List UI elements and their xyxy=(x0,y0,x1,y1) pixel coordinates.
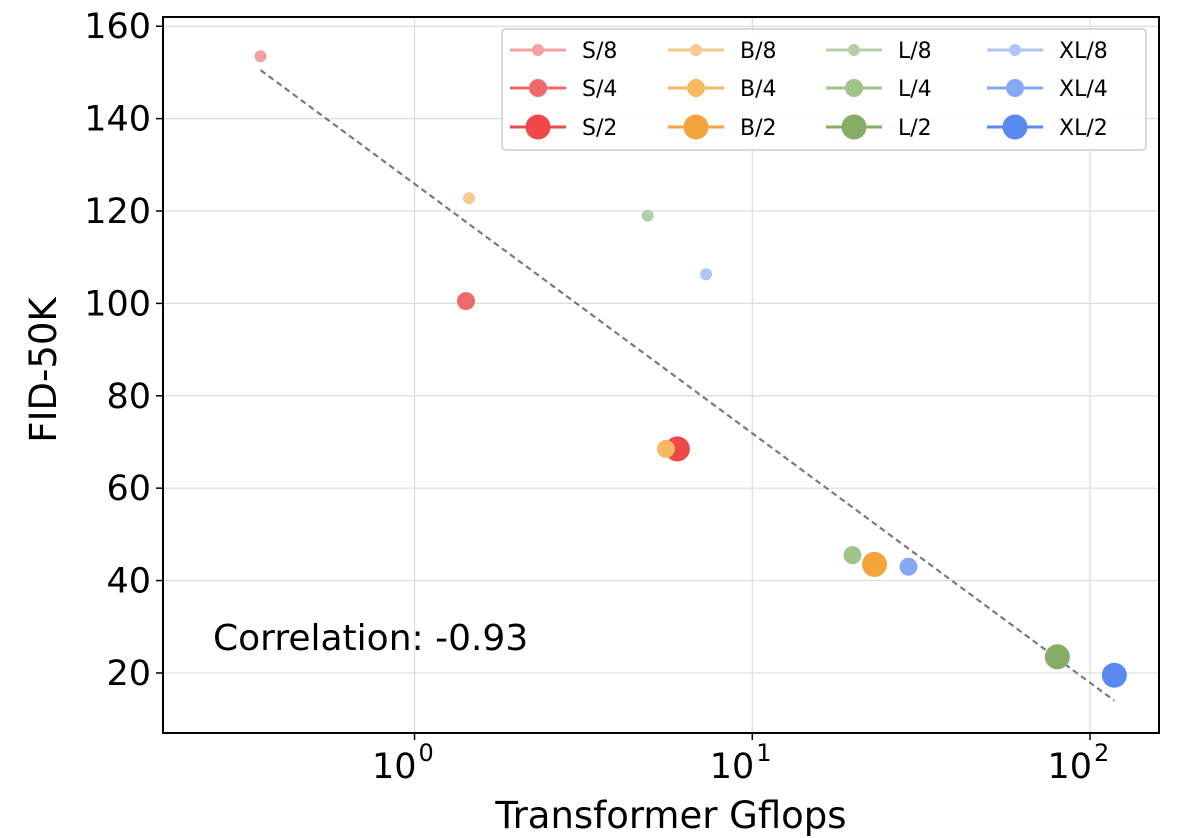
x-tick-base: 10 xyxy=(1048,747,1093,787)
legend-marker xyxy=(532,44,544,56)
y-tick-label: 80 xyxy=(106,377,151,417)
legend-item-s-2: S/2 xyxy=(510,114,617,141)
point-b-8 xyxy=(463,192,476,205)
legend-marker xyxy=(690,44,702,56)
legend-label: L/8 xyxy=(898,39,932,64)
legend-marker xyxy=(1009,44,1021,56)
legend-item-b-2: B/2 xyxy=(668,114,777,141)
x-axis-label: Transformer Gflops xyxy=(494,794,846,837)
y-tick-label: 160 xyxy=(84,7,151,47)
legend-label: S/4 xyxy=(582,77,617,102)
y-tick-label: 20 xyxy=(106,654,151,694)
trend-line xyxy=(259,69,1115,702)
legend-label: S/2 xyxy=(582,116,617,141)
point-xl-2 xyxy=(1101,662,1127,688)
x-tick-label: 10 0 xyxy=(372,739,434,787)
legend-label: B/8 xyxy=(740,39,777,64)
y-axis-label: FID-50K xyxy=(22,296,65,443)
x-tick-label: 10 2 xyxy=(1048,739,1110,787)
legend-item-xl-4: XL/4 xyxy=(987,77,1108,102)
legend-marker xyxy=(1006,79,1024,97)
legend-item-l-2: L/2 xyxy=(826,114,932,141)
legend-marker xyxy=(1002,114,1028,140)
y-tick-label: 140 xyxy=(84,100,151,140)
legend-label: XL/2 xyxy=(1059,116,1108,141)
x-tick-label: 10 1 xyxy=(710,739,772,787)
point-s-4 xyxy=(456,292,475,311)
y-tick-label: 120 xyxy=(84,192,151,232)
point-l-2 xyxy=(1044,644,1070,670)
point-b-4 xyxy=(656,439,675,458)
x-tick-exponent: 1 xyxy=(756,739,771,767)
legend-marker xyxy=(841,114,867,140)
legend-label: B/4 xyxy=(740,77,777,102)
legend-marker xyxy=(687,79,705,97)
legend-label: S/8 xyxy=(582,39,617,64)
legend-label: XL/8 xyxy=(1059,39,1108,64)
legend-item-s-8: S/8 xyxy=(510,39,617,64)
legend-box xyxy=(501,28,1147,151)
point-s-8 xyxy=(254,50,267,63)
legend-item-xl-2: XL/2 xyxy=(987,114,1108,141)
y-tick-label: 100 xyxy=(84,284,151,324)
legend-marker xyxy=(529,79,547,97)
legend-item-s-4: S/4 xyxy=(510,77,617,102)
legend-label: L/2 xyxy=(898,116,932,141)
x-tick-labels: 10 0 10 1 10 2 xyxy=(372,733,1109,787)
y-tick-labels: 20 40 60 80 100 120 140 160 xyxy=(84,7,163,694)
legend-item-xl-8: XL/8 xyxy=(987,39,1108,64)
legend-item-l-8: L/8 xyxy=(826,39,932,64)
point-xl-4 xyxy=(899,557,918,576)
y-tick-label: 60 xyxy=(106,469,151,509)
correlation-annotation: Correlation: -0.93 xyxy=(213,618,528,659)
legend-label: B/2 xyxy=(740,116,777,141)
legend-marker xyxy=(683,114,709,140)
legend: S/8 S/4 S/2 B/8 B/4 B/2 L/8 L/4 L/2 XL/8 XL/4 XL/2 xyxy=(501,28,1147,151)
data-points xyxy=(254,50,1127,688)
legend-marker xyxy=(848,44,860,56)
point-b-2 xyxy=(861,551,887,577)
point-xl-8 xyxy=(700,268,713,281)
legend-label: L/4 xyxy=(898,77,932,102)
legend-marker xyxy=(525,114,551,140)
x-tick-exponent: 2 xyxy=(1094,739,1109,767)
legend-marker xyxy=(845,79,863,97)
y-tick-label: 40 xyxy=(106,562,151,602)
plot-frame xyxy=(162,16,1160,734)
legend-item-b-8: B/8 xyxy=(668,39,777,64)
legend-item-l-4: L/4 xyxy=(826,77,932,102)
legend-label: XL/4 xyxy=(1059,77,1108,102)
x-tick-base: 10 xyxy=(710,747,755,787)
x-tick-exponent: 0 xyxy=(419,739,434,767)
point-l-8 xyxy=(641,209,654,222)
point-l-4 xyxy=(843,546,862,565)
trend-line-group xyxy=(259,69,1115,702)
legend-item-b-4: B/4 xyxy=(668,77,777,102)
x-tick-base: 10 xyxy=(372,747,417,787)
